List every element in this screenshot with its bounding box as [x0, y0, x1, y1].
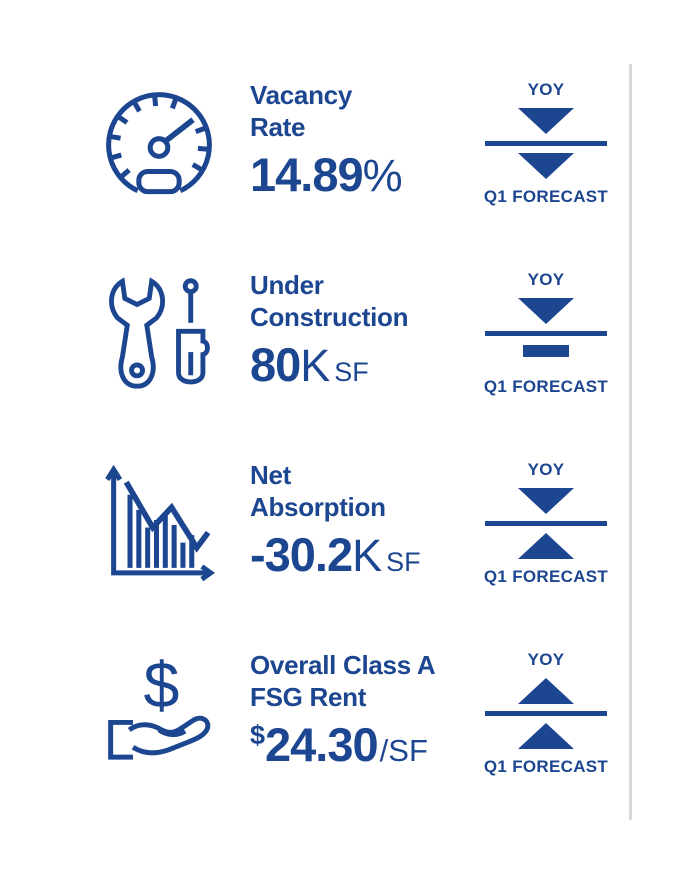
forecast-label: Q1 FORECAST	[483, 567, 609, 586]
forecast-label: Q1 FORECAST	[483, 187, 609, 206]
yoy-trend-arrow-icon	[518, 488, 574, 514]
value-prefix: $	[250, 720, 266, 751]
metric-title-line: Vacancy	[250, 80, 352, 110]
metric-title-line: Construction	[250, 301, 409, 332]
yoy-label: YOY	[527, 650, 565, 669]
indicator-divider	[485, 711, 607, 716]
metric-value: -30.2K SF	[250, 527, 468, 582]
trend-indicator: YOY Q1 FORECAST	[470, 458, 622, 587]
value-scale: K	[300, 340, 330, 392]
metric-title-line: Absorption	[250, 491, 386, 522]
yoy-label: YOY	[527, 80, 565, 99]
metric-title: Net Absorption	[250, 460, 468, 523]
hand-dollar-icon: $	[92, 648, 226, 782]
trend-indicator: YOY Q1 FORECAST	[470, 648, 622, 777]
tools-icon	[92, 268, 226, 402]
metric-value: 80K SF	[250, 337, 468, 392]
metric-title-line: Net	[250, 460, 291, 490]
metric-title-line: FSG Rent	[250, 681, 367, 712]
metric-title: Overall Class A FSG Rent	[250, 650, 468, 713]
value-number: -30.2	[250, 528, 353, 582]
bar-chart-declining-icon	[92, 458, 226, 592]
yoy-trend-arrow-icon	[518, 678, 574, 704]
value-scale: K	[352, 530, 382, 582]
forecast-trend-arrow-icon	[518, 723, 574, 749]
metric-row-fsg-rent: $ Overall Class A FSG Rent $24.30/SF YOY	[0, 648, 630, 838]
metric-value: $24.30/SF	[250, 717, 468, 772]
value-unit: SF	[386, 547, 421, 578]
metric-row-vacancy-rate: Vacancy Rate 14.89% YOY Q1 FORECAST	[0, 78, 630, 268]
forecast-label: Q1 FORECAST	[483, 377, 609, 396]
trend-indicator: YOY Q1 FORECAST	[470, 268, 622, 397]
indicator-divider	[485, 141, 607, 146]
yoy-label: YOY	[527, 270, 565, 289]
metric-title-line: Overall Class A	[250, 650, 436, 680]
indicator-divider	[485, 331, 607, 336]
value-unit: %	[362, 150, 403, 202]
forecast-label: Q1 FORECAST	[483, 757, 609, 776]
yoy-label: YOY	[527, 460, 565, 479]
svg-text:$: $	[144, 653, 180, 722]
indicator-divider	[485, 521, 607, 526]
trend-indicator: YOY Q1 FORECAST	[470, 78, 622, 207]
value-number: 14.89	[250, 148, 364, 202]
metric-row-net-absorption: Net Absorption -30.2K SF YOY Q1 FORECAST	[0, 458, 630, 648]
metric-title: Under Construction	[250, 270, 468, 333]
forecast-trend-arrow-icon	[518, 153, 574, 179]
value-unit: /SF	[379, 733, 428, 769]
metric-title: Vacancy Rate	[250, 80, 468, 143]
yoy-trend-arrow-icon	[518, 298, 574, 324]
metric-value: 14.89%	[250, 147, 468, 202]
metric-row-under-construction: Under Construction 80K SF YOY Q1 FORECAST	[0, 268, 630, 458]
value-number: 80	[250, 338, 301, 392]
value-unit: SF	[334, 357, 369, 388]
yoy-trend-arrow-icon	[518, 108, 574, 134]
gauge-icon	[92, 78, 226, 212]
forecast-trend-flat-icon	[523, 345, 569, 357]
metric-title-line: Under	[250, 270, 324, 300]
forecast-trend-arrow-icon	[518, 533, 574, 559]
value-number: 24.30	[265, 718, 379, 772]
vertical-divider	[629, 64, 632, 820]
metric-rows: Vacancy Rate 14.89% YOY Q1 FORECAST	[0, 78, 630, 838]
metric-title-line: Rate	[250, 111, 306, 142]
